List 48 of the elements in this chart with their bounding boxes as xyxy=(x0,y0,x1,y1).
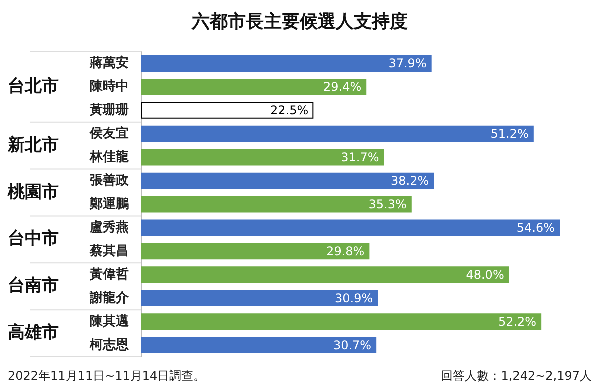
bar xyxy=(141,314,542,330)
y-tick-label: 陳其邁 xyxy=(90,314,130,330)
y-tick-label: 蔡其昌 xyxy=(89,242,129,259)
y-tick-label: 鄭運鵬 xyxy=(89,196,129,212)
bar xyxy=(141,56,432,72)
y2-tick-label: 桃園市 xyxy=(7,182,59,202)
data-label: 52.2% xyxy=(498,314,537,329)
y2-tick-label: 台中市 xyxy=(8,229,59,250)
bar xyxy=(141,337,377,354)
y-tick-label: 林佳龍 xyxy=(89,149,129,166)
bar xyxy=(141,126,534,142)
data-label: 22.5% xyxy=(270,104,309,118)
y-tick-label: 侯友宜 xyxy=(89,126,129,142)
data-label: 37.9% xyxy=(388,56,427,71)
y2-tick-label: 高雄市 xyxy=(8,323,59,344)
data-label: 31.7% xyxy=(341,150,380,165)
y-tick-label: 黃偉哲 xyxy=(89,266,129,282)
y-tick-label: 陳時中 xyxy=(90,80,129,95)
y-tick-label: 謝龍介 xyxy=(89,290,130,306)
data-label: 51.2% xyxy=(490,127,529,142)
y-tick-label: 黃珊珊 xyxy=(89,103,129,118)
y-tick-label: 蔣萬安 xyxy=(89,55,129,72)
y2-tick-label: 台北市 xyxy=(8,76,59,97)
bar xyxy=(141,196,412,213)
data-label: 30.9% xyxy=(335,291,374,306)
data-label: 29.4% xyxy=(323,80,362,94)
y-tick-label: 張善政 xyxy=(90,172,130,189)
y2-tick-label: 台南市 xyxy=(8,276,59,296)
bar xyxy=(141,102,314,119)
bar xyxy=(141,172,434,190)
bar xyxy=(141,243,370,260)
bar xyxy=(141,149,384,166)
chart-title: 六都市長主要候選人支持度 xyxy=(191,12,408,32)
y-tick-label: 柯志恩 xyxy=(89,336,130,353)
data-label: 30.7% xyxy=(333,338,372,352)
bar xyxy=(141,78,367,96)
y2-tick-label: 新北市 xyxy=(7,135,59,156)
bar xyxy=(141,290,378,307)
bar xyxy=(141,220,560,236)
data-label: 35.3% xyxy=(368,198,407,212)
data-label: 48.0% xyxy=(466,268,504,282)
data-label: 54.6% xyxy=(516,220,555,235)
y-tick-label: 盧秀燕 xyxy=(89,219,129,236)
data-label: 29.8% xyxy=(326,244,365,258)
text: 回答人數：1,242~2,197人 xyxy=(441,369,592,383)
bar xyxy=(141,266,510,284)
data-label: 38.2% xyxy=(391,174,430,188)
text: 2022年11月11日~11月14日調查。 xyxy=(8,369,206,383)
